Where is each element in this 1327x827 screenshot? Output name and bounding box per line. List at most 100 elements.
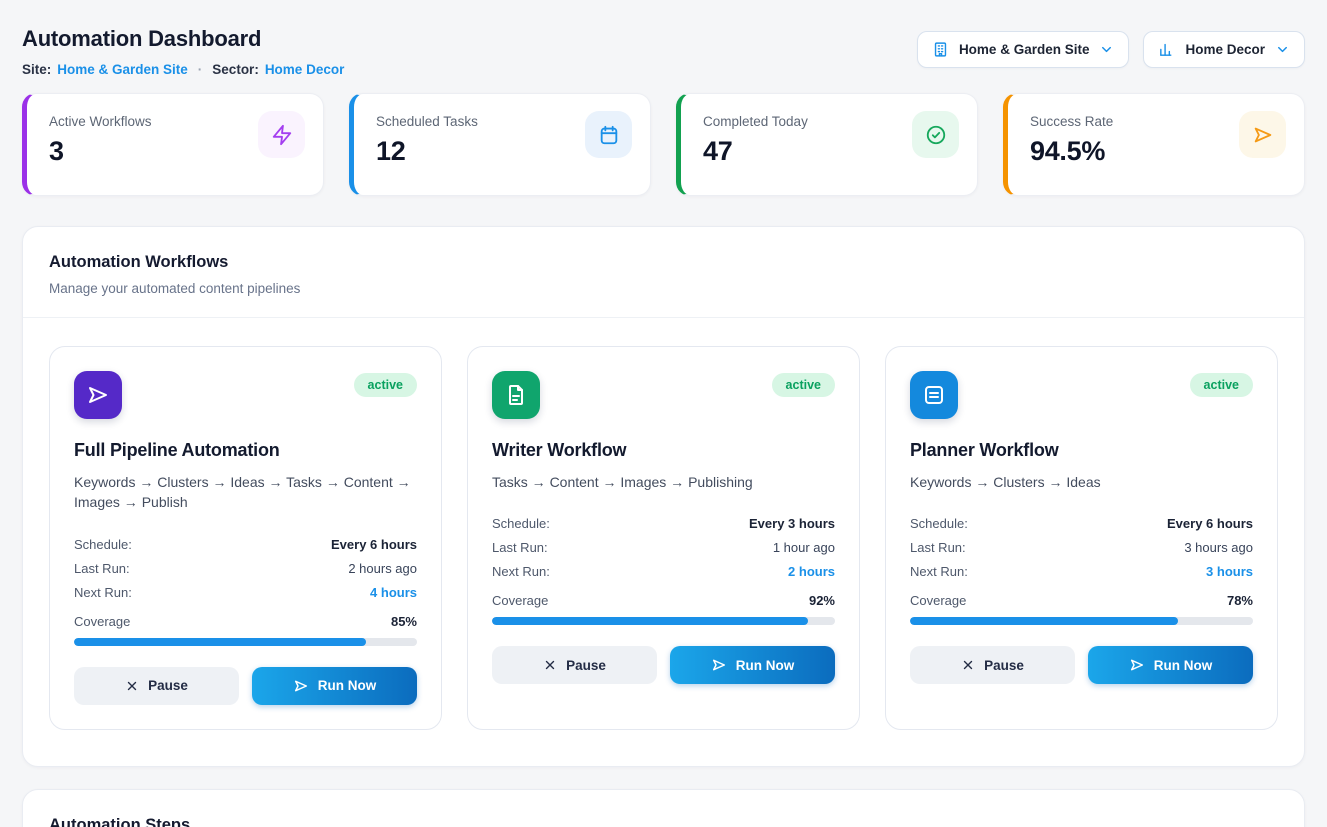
stats-row: Active Workflows 3 Scheduled Tasks 12 Co… [22,93,1305,196]
coverage-section: Coverage 85% [74,614,417,646]
coverage-progressbar-fill [492,617,808,626]
check-circle-icon [912,111,959,158]
calendar-icon [585,111,632,158]
sector-label: Sector: [212,62,259,77]
stat-card-active-workflows: Active Workflows 3 [22,93,324,196]
stat-value: 12 [376,136,406,166]
pause-button-label: Pause [566,657,606,673]
workflows-panel-header: Automation Workflows Manage your automat… [23,227,1304,318]
sector-selector-dropdown[interactable]: Home Decor [1143,31,1305,68]
pause-button-label: Pause [148,678,188,694]
site-selector-dropdown[interactable]: Home & Garden Site [916,31,1130,68]
header-left: Automation Dashboard Site: Home & Garden… [22,26,344,77]
next-run-label: Next Run: [74,584,132,600]
coverage-section: Coverage 78% [910,593,1253,626]
coverage-progressbar [910,617,1253,626]
status-badge: active [771,373,835,397]
status-badge: active [353,373,417,397]
stat-card-completed-today: Completed Today 47 [676,93,978,196]
schedule-label: Schedule: [492,516,550,532]
pause-button-label: Pause [984,657,1024,673]
x-icon [961,658,975,672]
coverage-value: 78% [1226,593,1253,609]
next-run-value: 4 hours [370,584,417,600]
pause-button[interactable]: Pause [492,646,657,685]
send-icon [1129,657,1145,673]
automation-workflows-panel: Automation Workflows Manage your automat… [22,226,1305,767]
last-run-value: 3 hours ago [1184,540,1253,556]
stat-card-success-rate: Success Rate 94.5% [1003,93,1305,196]
site-link[interactable]: Home & Garden Site [57,62,188,77]
coverage-value: 85% [390,613,417,629]
coverage-label: Coverage [910,593,967,609]
site-selector-label: Home & Garden Site [958,42,1090,57]
bar-chart-icon [1158,41,1175,58]
coverage-label: Coverage [74,613,131,629]
stat-value: 94.5% [1030,136,1106,166]
workflow-meta: Schedule: Every 6 hours Last Run: 2 hour… [74,528,417,600]
breadcrumb: Site: Home & Garden Site · Sector: Home … [22,62,344,77]
pause-button[interactable]: Pause [910,646,1075,685]
workflow-card-planner: active Planner Workflow Keywords → Clust… [885,346,1278,730]
workflow-actions: Pause Run Now [492,646,835,685]
page-header: Automation Dashboard Site: Home & Garden… [22,26,1305,77]
coverage-section: Coverage 92% [492,593,835,626]
next-run-label: Next Run: [492,564,550,580]
coverage-progressbar [492,617,835,626]
building-icon [932,41,949,58]
stat-label: Active Workflows [49,114,152,129]
send-icon [293,678,309,694]
x-icon [125,679,139,693]
page-title: Automation Dashboard [22,26,262,51]
header-selectors: Home & Garden Site Home Decor [916,31,1305,68]
last-run-label: Last Run: [910,540,966,556]
schedule-label: Schedule: [74,536,132,552]
workflows-panel-title: Automation Workflows [49,253,229,271]
sector-link[interactable]: Home Decor [264,62,345,77]
stat-card-scheduled-tasks: Scheduled Tasks 12 [349,93,651,196]
run-now-button-label: Run Now [317,678,377,694]
workflow-meta: Schedule: Every 3 hours Last Run: 1 hour… [492,507,835,579]
run-now-button-label: Run Now [1153,657,1213,673]
next-run-value: 2 hours [788,564,835,580]
run-now-button-label: Run Now [735,657,795,673]
workflow-actions: Pause Run Now [74,666,417,705]
chevron-down-icon [1099,42,1114,57]
site-label: Site: [22,62,52,77]
coverage-label: Coverage [492,593,549,609]
coverage-value: 92% [808,593,835,609]
workflow-meta: Schedule: Every 6 hours Last Run: 3 hour… [910,507,1253,579]
layout-list-icon [910,371,958,419]
schedule-value: Every 6 hours [1167,516,1253,532]
pause-button[interactable]: Pause [74,666,239,705]
status-badge: active [1189,373,1253,397]
run-now-button[interactable]: Run Now [670,646,835,685]
coverage-progressbar [74,637,417,646]
workflow-card-full-pipeline: active Full Pipeline Automation Keywords… [49,346,442,730]
workflow-pipeline: Keywords → Clusters → Ideas [910,474,1101,490]
x-icon [543,658,557,672]
run-now-button[interactable]: Run Now [252,666,417,705]
workflow-card-writer: active Writer Workflow Tasks → Content →… [467,346,860,730]
workflow-actions: Pause Run Now [910,646,1253,685]
run-now-button[interactable]: Run Now [1088,646,1253,685]
stat-value: 3 [49,136,64,166]
workflow-card-top: active [74,371,417,419]
steps-panel-header: Automation Steps Configure which steps a… [23,790,1304,827]
last-run-label: Last Run: [492,540,548,556]
stat-value: 47 [703,136,733,166]
last-run-label: Last Run: [74,560,130,576]
separator-dot: · [197,62,203,77]
workflow-card-top: active [492,371,835,419]
send-icon [74,371,122,419]
stat-label: Success Rate [1030,114,1114,129]
chevron-down-icon [1275,42,1290,57]
workflow-card-top: active [910,371,1253,419]
stat-label: Scheduled Tasks [376,114,478,129]
workflow-title: Planner Workflow [910,440,1059,460]
next-run-label: Next Run: [910,564,968,580]
file-text-icon [492,371,540,419]
schedule-label: Schedule: [910,516,968,532]
coverage-progressbar-fill [74,637,366,646]
